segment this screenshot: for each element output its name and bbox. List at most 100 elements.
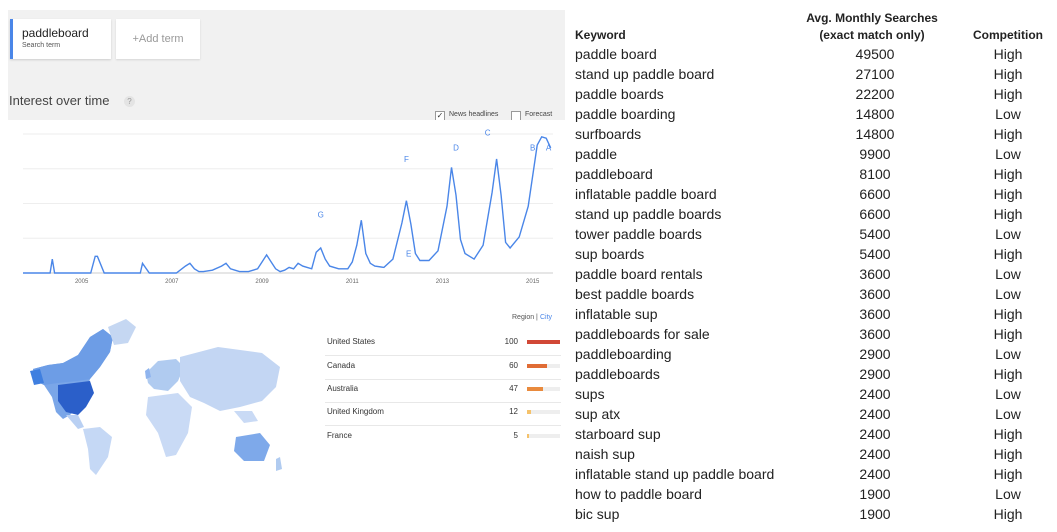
- keyword-cell: paddle board: [575, 46, 657, 62]
- region-bar: [527, 364, 547, 368]
- region-name: United States: [327, 337, 376, 346]
- competition-cell: Low: [995, 486, 1021, 502]
- x-tick-label: 2013: [436, 279, 450, 285]
- interest-chart-area: 2005 2007 2009 2011 2013 2015 G F E D C B A: [8, 120, 565, 297]
- regional-interest-area: Region | City United States 100 Canada 6…: [8, 297, 565, 482]
- searches-cell: 1900: [859, 506, 891, 522]
- searches-cell: 3600: [859, 326, 891, 342]
- x-tick-label: 2007: [165, 279, 179, 285]
- search-term-chip[interactable]: paddleboard Search term: [10, 19, 111, 59]
- region-value: 60: [509, 361, 518, 370]
- region-divider: [325, 355, 561, 356]
- competition-cell: High: [993, 306, 1023, 322]
- region-bar-track: [527, 387, 560, 391]
- keyword-table: Keyword Avg. Monthly Searches (exact mat…: [565, 0, 1057, 532]
- keyword-cell: paddle boards: [575, 86, 664, 102]
- add-term-button[interactable]: +Add term: [116, 19, 200, 59]
- keyword-cell: sup boards: [575, 246, 645, 262]
- searches-cell: 6600: [859, 186, 891, 202]
- region-value: 12: [509, 407, 518, 416]
- searches-cell: 2900: [859, 366, 891, 382]
- searches-cell: 14800: [855, 126, 895, 142]
- avg-searches-column-header: Avg. Monthly Searches (exact match only): [797, 10, 947, 44]
- table-row: surfboards 14800 High: [565, 126, 1057, 146]
- keyword-cell: best paddle boards: [575, 286, 695, 302]
- map-south-america: [83, 427, 112, 475]
- keyword-cell: paddle board rentals: [575, 266, 703, 282]
- keyword-cell: sups: [575, 386, 605, 402]
- searches-cell: 2400: [859, 466, 891, 482]
- table-row: sup boards 5400 High: [565, 246, 1057, 266]
- interest-line-chart: 2005 2007 2009 2011 2013 2015 G F E D C B A: [23, 128, 553, 285]
- table-row: stand up paddle boards 6600 High: [565, 206, 1057, 226]
- searches-cell: 22200: [855, 86, 895, 102]
- region-value: 5: [513, 431, 518, 440]
- searches-cell: 2400: [859, 446, 891, 462]
- table-row: paddle 9900 Low: [565, 146, 1057, 166]
- competition-cell: High: [993, 126, 1023, 142]
- help-icon[interactable]: ?: [124, 96, 135, 107]
- map-greenland: [108, 319, 136, 345]
- searches-cell: 8100: [859, 166, 891, 182]
- competition-cell: High: [993, 66, 1023, 82]
- forecast-label: Forecast: [525, 111, 553, 118]
- region-bar-track: [527, 434, 560, 438]
- keyword-cell: paddle boarding: [575, 106, 676, 122]
- keyword-cell: paddleboard: [575, 166, 653, 182]
- table-row: how to paddle board 1900 Low: [565, 486, 1057, 506]
- table-row: best paddle boards 3600 Low: [565, 286, 1057, 306]
- searches-cell: 49500: [855, 46, 895, 62]
- competition-cell: Low: [995, 266, 1021, 282]
- region-bar: [527, 410, 531, 414]
- news-headlines-label: News headlines: [449, 111, 499, 118]
- map-europe: [146, 359, 184, 391]
- searches-cell: 5400: [859, 226, 891, 242]
- region-toggle[interactable]: Region: [512, 314, 535, 321]
- table-row: inflatable stand up paddle board 2400 High: [565, 466, 1057, 486]
- competition-cell: High: [993, 206, 1023, 222]
- region-bar-track: [527, 340, 560, 344]
- competition-cell: High: [993, 46, 1023, 62]
- searches-cell: 27100: [855, 66, 895, 82]
- competition-cell: High: [993, 86, 1023, 102]
- region-bar-track: [527, 410, 560, 414]
- searches-cell: 14800: [855, 106, 895, 122]
- table-row: tower paddle boards 5400 Low: [565, 226, 1057, 246]
- table-row: paddleboard 8100 High: [565, 166, 1057, 186]
- search-term-subtitle: Search term: [22, 42, 61, 49]
- keyword-cell: how to paddle board: [575, 486, 702, 502]
- region-bar-track: [527, 364, 560, 368]
- table-row: paddleboards for sale 3600 High: [565, 326, 1057, 346]
- city-toggle[interactable]: City: [540, 314, 553, 321]
- world-map: [30, 319, 282, 475]
- searches-cell: 5400: [859, 246, 891, 262]
- interest-series-line: [23, 135, 552, 274]
- map-alaska: [30, 369, 44, 385]
- region-name: Canada: [327, 361, 356, 370]
- competition-cell: High: [993, 506, 1023, 522]
- table-row: stand up paddle board 27100 High: [565, 66, 1057, 86]
- region-name: United Kingdom: [327, 407, 384, 416]
- competition-cell: Low: [995, 406, 1021, 422]
- competition-cell: Low: [995, 346, 1021, 362]
- competition-cell: Low: [995, 286, 1021, 302]
- x-tick-label: 2005: [75, 279, 89, 285]
- competition-cell: High: [993, 446, 1023, 462]
- keyword-cell: surfboards: [575, 126, 642, 142]
- competition-cell: High: [993, 186, 1023, 202]
- avg-searches-header-line1: Avg. Monthly Searches: [806, 11, 938, 25]
- x-tick-label: 2015: [526, 279, 540, 285]
- competition-cell: High: [993, 466, 1023, 482]
- searches-cell: 2900: [859, 346, 891, 362]
- keyword-cell: starboard sup: [575, 426, 661, 442]
- map-new-zealand: [276, 457, 282, 471]
- table-row: paddle boarding 14800 Low: [565, 106, 1057, 126]
- table-row: sups 2400 Low: [565, 386, 1057, 406]
- search-term-text: paddleboard: [22, 26, 89, 40]
- region-value: 47: [509, 384, 518, 393]
- table-row: naish sup 2400 High: [565, 446, 1057, 466]
- competition-cell: Low: [995, 106, 1021, 122]
- competition-cell: High: [993, 366, 1023, 382]
- table-row: inflatable sup 3600 High: [565, 306, 1057, 326]
- searches-cell: 2400: [859, 386, 891, 402]
